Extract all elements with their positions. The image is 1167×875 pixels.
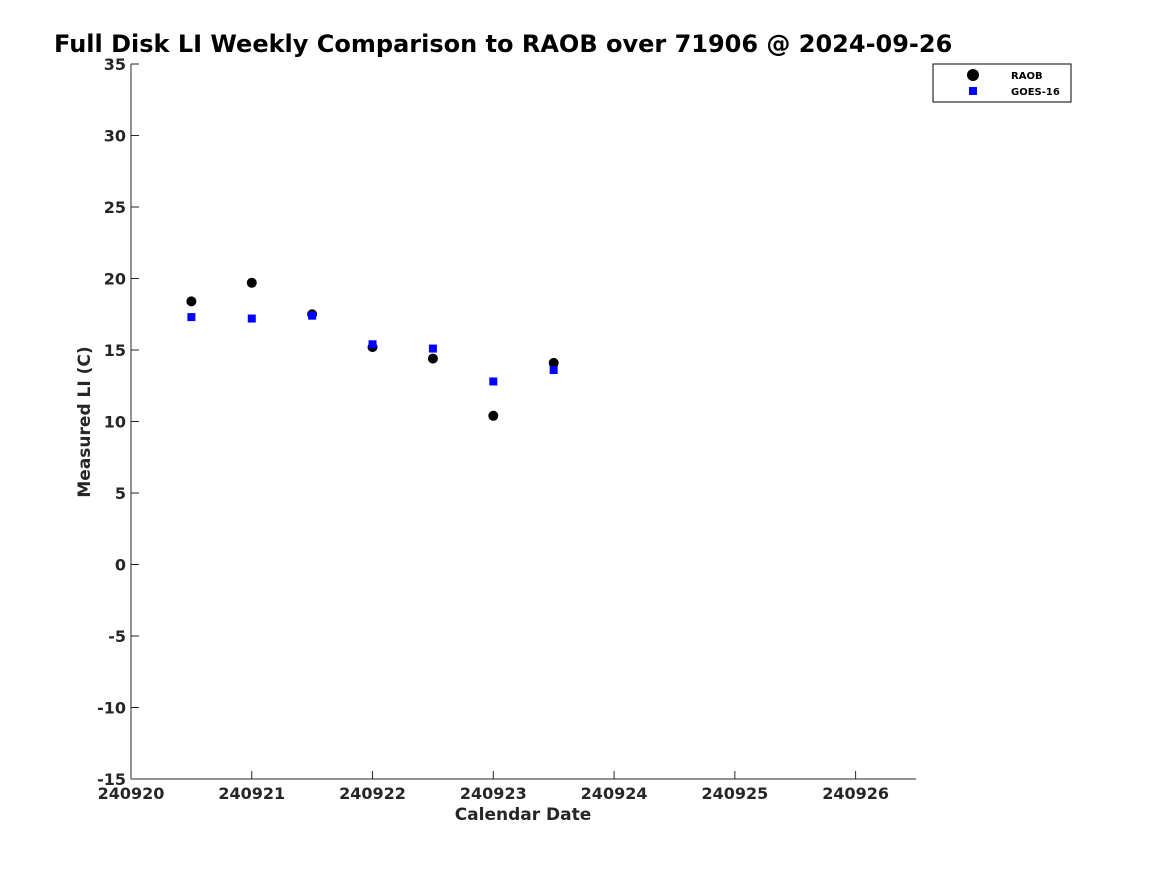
legend-marker-goes16 bbox=[969, 87, 977, 95]
x-tick-label: 240925 bbox=[701, 784, 768, 803]
x-tick-label: 240922 bbox=[339, 784, 406, 803]
y-tick-label: 15 bbox=[104, 341, 126, 360]
y-tick-label: -5 bbox=[108, 627, 126, 646]
point-goes16 bbox=[187, 313, 196, 322]
point-raob bbox=[548, 357, 559, 368]
x-tick-label: 240924 bbox=[581, 784, 648, 803]
point-raob bbox=[246, 277, 257, 288]
y-tick-label: 25 bbox=[104, 198, 126, 217]
point-goes16 bbox=[489, 377, 498, 386]
point-raob bbox=[427, 353, 438, 364]
y-tick-label: 30 bbox=[104, 127, 126, 146]
legend-marker-raob bbox=[967, 69, 979, 81]
y-tick-label: 35 bbox=[104, 55, 126, 74]
x-tick-label: 240926 bbox=[822, 784, 889, 803]
legend: RAOB GOES-16 bbox=[932, 63, 1072, 103]
y-tick-label: -15 bbox=[97, 770, 126, 789]
x-axis-ticks: 240920 240921 240922 240923 240924 240925 2409… bbox=[98, 771, 889, 803]
point-goes16 bbox=[247, 314, 256, 323]
legend-label-raob: RAOB bbox=[1011, 71, 1043, 82]
point-raob bbox=[488, 410, 499, 421]
y-tick-label: 5 bbox=[115, 484, 126, 503]
legend-box bbox=[932, 63, 1072, 103]
x-tick-label: 240920 bbox=[98, 784, 165, 803]
point-goes16 bbox=[368, 340, 377, 349]
point-raob bbox=[186, 296, 197, 307]
x-tick-label: 240923 bbox=[460, 784, 527, 803]
y-tick-label: -10 bbox=[97, 699, 126, 718]
y-tick-label: 0 bbox=[115, 556, 126, 575]
point-goes16 bbox=[549, 366, 558, 375]
chart-title: Full Disk LI Weekly Comparison to RAOB o… bbox=[54, 30, 952, 58]
y-axis-ticks: -15 -10 -5 0 5 10 15 20 25 30 35 bbox=[97, 55, 139, 789]
point-goes16 bbox=[428, 344, 437, 353]
data-points bbox=[186, 277, 559, 421]
x-tick-label: 240921 bbox=[218, 784, 285, 803]
y-tick-label: 20 bbox=[104, 270, 126, 289]
x-axis-label: Calendar Date bbox=[455, 805, 592, 825]
y-tick-label: 10 bbox=[104, 413, 126, 432]
point-goes16 bbox=[308, 311, 317, 320]
legend-label-goes16: GOES-16 bbox=[1011, 87, 1060, 98]
y-axis-label: Measured LI (C) bbox=[75, 346, 95, 497]
